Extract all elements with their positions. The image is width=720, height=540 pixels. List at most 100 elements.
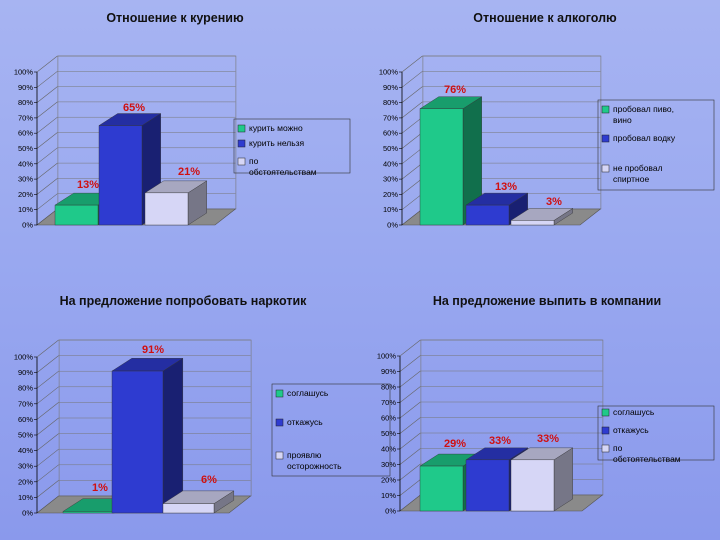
- grid-diagonal: [399, 479, 421, 496]
- grid-diagonal: [399, 417, 421, 434]
- grid-diagonal: [401, 101, 423, 119]
- y-tick-label: 20%: [18, 190, 33, 199]
- chart-title: На предложение попробовать наркотик: [60, 294, 308, 308]
- data-label: 21%: [178, 166, 200, 178]
- grid-diagonal: [36, 132, 58, 149]
- grid-diagonal: [401, 132, 423, 149]
- y-tick-label: 30%: [18, 175, 33, 184]
- legend: соглашусь откажусь проявлю осторожность: [271, 383, 391, 477]
- bar-1: [419, 96, 483, 226]
- grid-diagonal: [36, 55, 58, 73]
- bar-3: [162, 490, 235, 514]
- y-tick-label: 100%: [14, 353, 34, 362]
- y-tick-label: 30%: [381, 460, 396, 469]
- legend-swatch: [601, 444, 610, 453]
- bar-front: [419, 108, 464, 226]
- grid-diagonal: [399, 401, 421, 419]
- chart-title: Отношение к алкоголю: [473, 11, 617, 25]
- grid-diagonal: [36, 86, 58, 103]
- bar-front: [465, 204, 510, 226]
- data-label: 13%: [495, 181, 517, 193]
- legend-label: соглашусь: [613, 407, 655, 417]
- y-tick-label: 90%: [18, 368, 33, 377]
- y-tick-label: 90%: [383, 83, 398, 92]
- bar-front: [419, 465, 464, 512]
- legend-swatch: [601, 105, 610, 114]
- y-tick-label: 10%: [381, 491, 396, 500]
- y-tick-label: 80%: [383, 98, 398, 107]
- y-tick-label: 40%: [18, 446, 33, 455]
- legend-label: не пробовал спиртное: [613, 163, 663, 184]
- bar-3: [510, 447, 574, 512]
- legend-label: курить можно: [249, 123, 303, 133]
- grid-diagonal: [401, 86, 423, 103]
- legend-frame: [597, 405, 715, 461]
- data-label: 91%: [142, 344, 164, 356]
- legend: соглашусь откажусь по обстоятельствам: [597, 405, 715, 464]
- grid-diagonal: [399, 386, 421, 403]
- grid-diagonal: [36, 464, 59, 483]
- data-label: 3%: [546, 196, 562, 208]
- grid-diagonal: [36, 448, 59, 467]
- grid-diagonal: [36, 193, 58, 210]
- legend-label: соглашусь: [287, 388, 329, 398]
- bar-front: [98, 125, 143, 226]
- legend: курить можно курить нельзя по обстоятельств…: [233, 118, 351, 177]
- grid-diagonal: [36, 178, 58, 195]
- y-tick-label: 100%: [14, 68, 34, 77]
- data-label: 65%: [123, 102, 145, 114]
- bar-side: [162, 357, 184, 514]
- chart-2: Отношение к алкоголю 0% 10% 20% 30% 40% 50% 60%…: [379, 11, 715, 230]
- y-tick-label: 80%: [18, 98, 33, 107]
- y-tick-label: 70%: [383, 113, 398, 122]
- grid-diagonal: [36, 417, 59, 436]
- y-tick-label: 20%: [383, 190, 398, 199]
- chart-1: Отношение к курению 0% 10% 20% 30% 40% 50% 60% 7…: [14, 11, 351, 230]
- y-tick-label: 80%: [381, 383, 396, 392]
- chart-3: На предложение попробовать наркотик 0% 10%…: [14, 294, 391, 518]
- bar-front: [144, 192, 189, 226]
- legend-swatch: [237, 139, 246, 148]
- legend-swatch: [275, 418, 284, 427]
- grid-diagonal: [399, 339, 421, 357]
- legend-frame: [233, 118, 351, 174]
- bar-front: [54, 204, 99, 226]
- grid-diagonal: [36, 339, 59, 358]
- y-tick-label: 60%: [18, 129, 33, 138]
- grid-diagonal: [36, 480, 59, 498]
- legend-swatch: [275, 389, 284, 398]
- grid-diagonal: [401, 147, 423, 165]
- data-label: 76%: [444, 84, 466, 96]
- legend-label: по обстоятельствам: [613, 443, 681, 464]
- bar-front: [111, 370, 164, 514]
- y-tick-label: 50%: [18, 144, 33, 153]
- y-tick-label: 50%: [381, 429, 396, 438]
- y-tick-label: 20%: [18, 477, 33, 486]
- legend-label: пробовал водку: [613, 133, 676, 143]
- grid-diagonal: [36, 147, 58, 165]
- grid-diagonal: [36, 116, 58, 134]
- grid-diagonal: [36, 355, 59, 373]
- grid-diagonal: [401, 71, 423, 88]
- legend-frame: [597, 99, 715, 191]
- y-tick-label: 0%: [387, 221, 398, 230]
- grid-diagonal: [401, 193, 423, 210]
- y-tick-label: 0%: [22, 509, 33, 518]
- legend-swatch: [237, 157, 246, 166]
- chart-4: На предложение выпить в компании 0% 10% 20%…: [377, 294, 715, 516]
- grid-diagonal: [399, 432, 421, 450]
- y-tick-label: 70%: [18, 399, 33, 408]
- y-tick-label: 30%: [18, 462, 33, 471]
- grid-diagonal: [401, 162, 423, 180]
- bar-3: [510, 208, 574, 226]
- y-tick-label: 100%: [379, 68, 399, 77]
- y-tick-label: 70%: [18, 113, 33, 122]
- y-tick-label: 100%: [377, 352, 397, 361]
- legend-swatch: [237, 124, 246, 133]
- bar-2: [465, 192, 529, 226]
- grid-diagonal: [36, 101, 58, 119]
- grid-diagonal: [399, 463, 421, 481]
- grid-diagonal: [401, 116, 423, 134]
- grid-diagonal: [36, 370, 59, 389]
